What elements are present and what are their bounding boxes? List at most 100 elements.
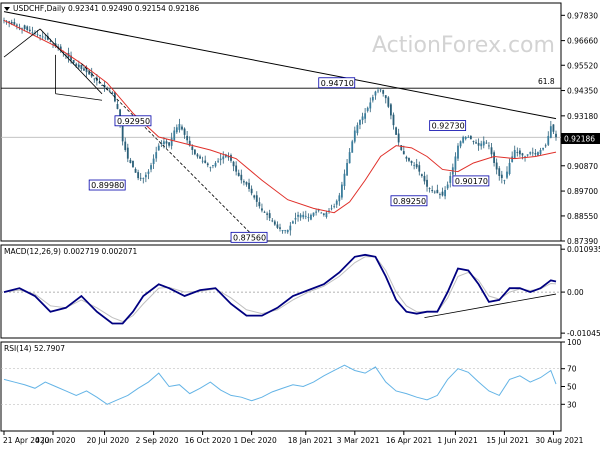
candle-body [121,125,124,142]
watermark: ActionForex.com [372,33,555,58]
candle-body [503,180,506,182]
candle-body [348,152,351,164]
candle-body [18,26,21,28]
candle-body [377,90,379,92]
candle-body [310,214,312,220]
candle-body [400,145,403,150]
price-level-label: 0.89980 [91,181,124,190]
candle-body [516,152,519,153]
candle-body [23,25,26,29]
price-level-label: 0.87560 [233,233,266,242]
candle-body [59,46,62,51]
candle-body [26,26,29,31]
candle-body [534,153,537,155]
candle-body [46,36,49,40]
candle-body [467,137,470,138]
price-tick-label: 0.89700 [567,187,598,196]
candle-body [248,182,250,189]
candle-body [8,21,11,23]
x-tick-label: 1 Dec 2020 [234,436,277,445]
candle-body [281,229,284,232]
price-tick-label: 0.87390 [567,237,598,246]
candle-body [286,229,289,233]
candle-body [165,141,168,144]
candle-body [90,72,93,77]
candle-body [529,152,532,154]
candle-body [446,184,449,189]
candle-body [410,160,413,163]
candle-body [328,210,330,212]
candle-body [315,211,318,213]
candle-body [291,221,294,224]
candle-body [537,152,539,156]
candle-body [418,165,421,172]
pattern-line [3,28,41,58]
candle-body [279,227,281,229]
macd-title: MACD(12,26,9) 0.002719 0.002071 [4,247,138,256]
candle-body [126,147,129,159]
candle-body [232,161,235,167]
candle-body [369,102,372,109]
candle-body [356,125,359,134]
candle-body [93,78,96,80]
candle-body [124,141,127,150]
candle-body [258,202,261,207]
macd-tick-label: 0.00 [567,288,584,297]
x-tick-label: 20 Jul 2020 [87,436,130,445]
candle-body [415,164,418,168]
candle-body [191,146,194,150]
candle-body [271,220,274,222]
price-y-axis: 0.97830 0.96660 0.95520 0.94350 0.93180 0.908… [561,11,598,246]
macd-signal-line [3,256,557,323]
x-tick-label: 3 Mar 2021 [337,436,380,445]
candle-body [508,162,511,175]
candle-body [433,191,436,193]
falling-trendline [3,11,557,120]
candle-body [488,145,490,147]
candle-body [15,24,18,26]
candle-body [364,113,367,119]
price-level-label-box [452,175,490,187]
macd-y-axis: 0.010935 0.00 -0.010459 [561,245,600,338]
candle-body [34,33,36,35]
rsi-grid [1,368,561,405]
candle-body [330,208,333,210]
candle-body [41,36,44,38]
candle-body [178,124,181,130]
candle-body [242,181,245,183]
candle-body [175,127,178,133]
candle-body [477,142,480,146]
candle-body [413,165,416,166]
candle-body [297,214,299,217]
collapse-arrow-icon[interactable] [4,7,10,11]
x-tick-label: 2 Sep 2020 [136,436,179,445]
candle-body [144,174,147,178]
fib-label: 61.8 [538,77,555,86]
candle-body [299,214,302,218]
candle-body [111,92,114,94]
candle-body [480,143,483,147]
rsi-y-axis: 100 70 50 30 [561,338,582,409]
candle-body [204,160,207,163]
candle-body [294,218,297,220]
candle-body [444,189,446,197]
candle-body [173,130,176,140]
candle-body [13,22,16,25]
candle-body [379,89,382,91]
candle-body [88,71,91,75]
candle-body [469,136,472,140]
candle-body [284,229,287,231]
candle-body [219,158,222,161]
candle-body [36,34,39,36]
rsi-line [3,364,557,405]
candle-body [539,149,542,154]
candle-body [431,190,434,192]
macd-tick-label: -0.010459 [567,329,600,338]
price-series: 0.92950 0.89980 0.87560 0.94710 0.92730 0.901… [1,11,561,243]
candle-body [214,162,217,167]
candle-body [439,194,441,196]
candle-body [253,195,256,198]
candle-body [397,133,400,143]
candle-body [482,141,485,146]
